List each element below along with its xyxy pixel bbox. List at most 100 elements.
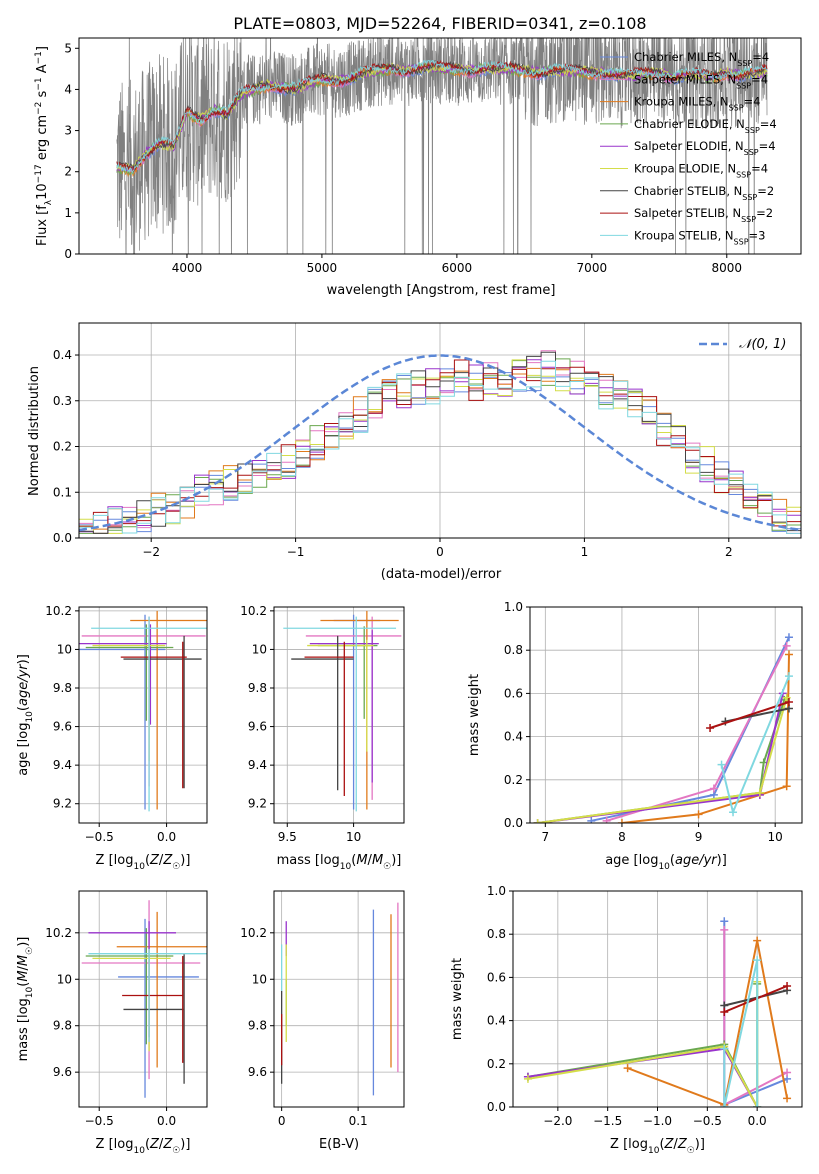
mass-age-ytick-label: 9.8 — [248, 681, 267, 695]
z-age-ytick-label: 9.4 — [53, 758, 72, 772]
age-weight-point-marker — [709, 784, 718, 793]
age-weight-point-marker — [782, 641, 791, 650]
age-weight-point-marker — [784, 672, 793, 681]
z-weight-point-marker — [753, 936, 762, 945]
residuals-ytick-label: 0.1 — [53, 485, 72, 499]
z-weight-point-marker — [783, 1068, 792, 1077]
age-weight-xlabel: age [log10(age/yr)] — [605, 853, 727, 872]
z-weight-xtick-label: −1.0 — [643, 1114, 672, 1128]
age-weight-point-marker — [784, 698, 793, 707]
age-weight-point-marker — [617, 819, 626, 823]
residuals-xlabel: (data-model)/error — [381, 567, 502, 582]
z-weight-ytick-label: 0.4 — [487, 1014, 506, 1028]
age-weight-xtick-label: 8 — [618, 830, 626, 844]
residuals-xtick-label: −2 — [142, 545, 160, 559]
age-weight-point-marker — [706, 723, 715, 732]
z-mass-xtick-label: 0.0 — [157, 1114, 176, 1128]
z-age-ytick-label: 9.2 — [53, 797, 72, 811]
ebv-mass-axes — [270, 890, 405, 1111]
z-age-plot-area — [79, 607, 207, 823]
z-weight-point-marker — [720, 1103, 729, 1107]
z-mass-xlabel: Z [log10(Z/Z☉)] — [96, 1137, 191, 1156]
spectrum-ytick-label: 1 — [64, 206, 72, 220]
z-weight-series-line — [527, 983, 759, 1107]
z-age-ytick-label: 9.8 — [53, 681, 72, 695]
z-weight-ytick-label: 0.6 — [487, 970, 506, 984]
z-weight-axes — [509, 890, 803, 1111]
z-weight-ytick-label: 1.0 — [487, 884, 506, 898]
spectrum-ytick-label: 2 — [64, 165, 72, 179]
z-weight-point-marker — [720, 1044, 729, 1053]
legend-label: Chabrier ELODIE, NSSP=4 — [634, 117, 777, 134]
z-weight-xlabel: Z [log10(Z/Z☉)] — [610, 1137, 705, 1156]
z-weight-point-marker — [720, 925, 729, 934]
residuals-ytick-label: 0.0 — [53, 531, 72, 545]
mass-age-xtick-label: 9.5 — [278, 830, 297, 844]
z-weight-series-line — [723, 985, 788, 1013]
age-weight-axes — [526, 606, 803, 827]
z-weight-point-marker — [783, 982, 792, 991]
z-mass-ytick-label: 9.6 — [53, 1065, 72, 1079]
age-weight-point-marker — [782, 693, 791, 702]
spectrum-frame — [78, 37, 802, 255]
age-weight-ytick-label: 0.6 — [504, 686, 523, 700]
legend-label: Salpeter STELIB, NSSP=2 — [634, 206, 773, 224]
z-age-ytick-label: 9.6 — [53, 720, 72, 734]
residuals-xtick-label: 0 — [436, 545, 444, 559]
age-weight-ylabel: mass weight — [467, 674, 482, 756]
mass-age-ytick-label: 9.4 — [248, 758, 267, 772]
legend-label: Kroupa ELODIE, NSSP=4 — [634, 162, 768, 180]
ebv-mass-ytick-label: 10 — [252, 972, 267, 986]
spectrum-xtick-label: 8000 — [712, 261, 743, 275]
z-mass-ytick-label: 10 — [57, 972, 72, 986]
age-weight-xtick-label: 7 — [542, 830, 550, 844]
mass-age-ytick-label: 10 — [252, 642, 267, 656]
z-weight-xtick-label: 0.0 — [748, 1114, 767, 1128]
z-age-ytick-label: 10 — [57, 642, 72, 656]
age-weight-xtick-label: 9 — [695, 830, 703, 844]
spectrum-model-line — [116, 62, 768, 170]
z-weight-point-marker — [523, 1074, 532, 1083]
z-weight-series-line — [723, 959, 759, 1107]
mass-age-ytick-label: 9.2 — [248, 797, 267, 811]
z-weight-ytick-label: 0.0 — [487, 1100, 506, 1114]
z-mass-ytick-label: 9.8 — [53, 1019, 72, 1033]
z-age-frame — [78, 606, 208, 824]
residuals-ytick-label: 0.2 — [53, 440, 72, 454]
z-age-xtick-label: 0.0 — [157, 830, 176, 844]
age-weight-frame — [529, 606, 803, 824]
spectrum-model-line — [116, 59, 768, 175]
age-weight-point-marker — [587, 816, 596, 823]
z-weight-point-marker — [753, 1103, 762, 1107]
age-weight-point-marker — [602, 816, 611, 823]
age-weight-point-marker — [782, 782, 791, 791]
z-weight-series-line — [627, 940, 789, 1107]
z-mass-ytick-label: 10.2 — [45, 926, 72, 940]
age-weight-point-marker — [784, 633, 793, 642]
z-age-axes — [75, 606, 208, 827]
ebv-mass-xlabel: E(B-V) — [319, 1137, 359, 1152]
spectrum-ylabel: Flux [fλ10−17 erg cm−2 s−1 A−1] — [34, 46, 54, 246]
z-weight-series-line — [723, 929, 788, 1107]
spectrum-ytick-label: 3 — [64, 124, 72, 138]
age-weight-ytick-label: 0.0 — [504, 816, 523, 830]
age-weight-ytick-label: 1.0 — [504, 600, 523, 614]
mass-age-ytick-label: 9.6 — [248, 720, 267, 734]
residuals-ytick-label: 0.3 — [53, 394, 72, 408]
spectrum-xlabel: wavelength [Angstrom, rest frame] — [327, 283, 556, 298]
z-weight-point-marker — [623, 1064, 632, 1073]
spectrum-axes — [75, 37, 802, 258]
ebv-mass-ytick-label: 9.8 — [248, 1019, 267, 1033]
spectrum-plot-area — [116, 38, 768, 254]
age-weight-point-marker — [729, 808, 738, 817]
age-weight-xtick-label: 10 — [768, 830, 783, 844]
age-weight-ytick-label: 0.4 — [504, 730, 523, 744]
residuals-plot-area — [79, 323, 801, 538]
mass-age-xlabel: mass [log10(M/M☉)] — [277, 853, 402, 872]
mass-age-frame — [273, 606, 405, 824]
z-weight-ytick-label: 0.2 — [487, 1057, 506, 1071]
mass-age-ytick-label: 10.2 — [240, 604, 267, 618]
age-weight-point-marker — [755, 788, 764, 797]
ebv-mass-ytick-label: 9.6 — [248, 1065, 267, 1079]
